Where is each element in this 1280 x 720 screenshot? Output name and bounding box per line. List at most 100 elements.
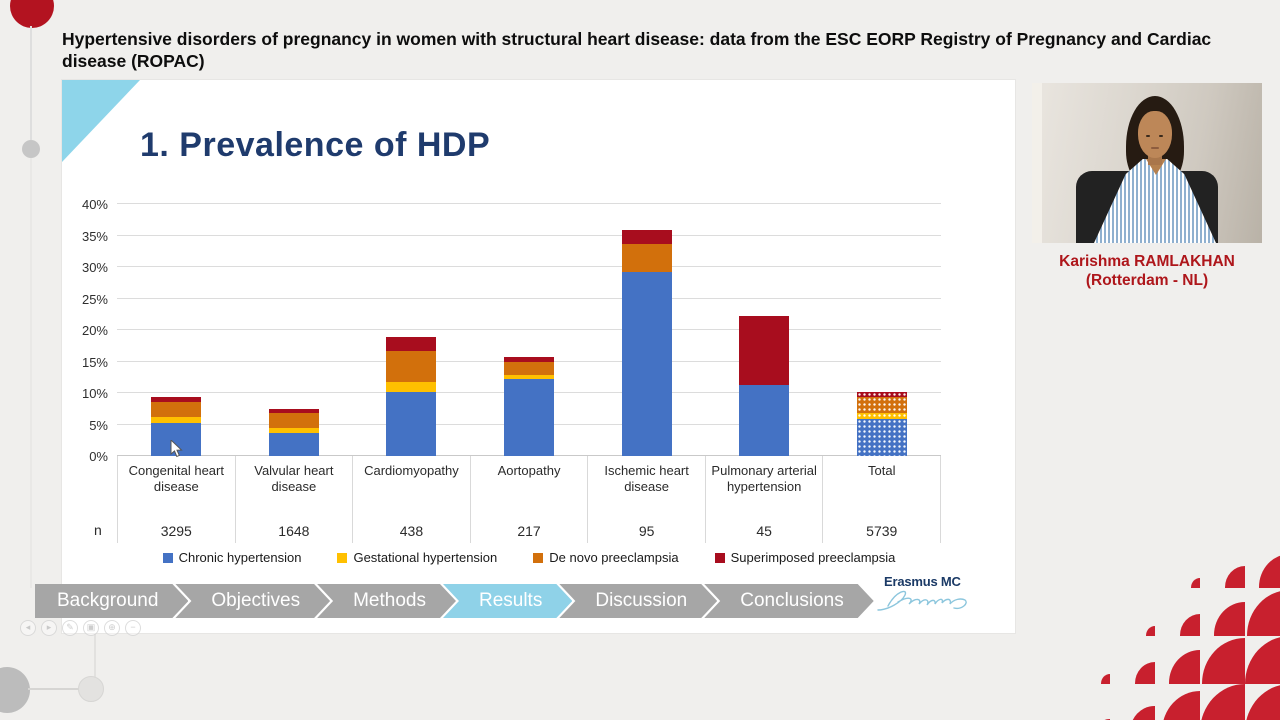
deco-quarter-circle bbox=[1213, 602, 1245, 636]
slide-title: 1. Prevalence of HDP bbox=[140, 126, 491, 164]
next-icon[interactable]: ▸ bbox=[41, 620, 57, 636]
legend-swatch bbox=[162, 552, 173, 563]
timeline-dot bbox=[22, 140, 40, 158]
n-value: 217 bbox=[517, 523, 541, 539]
y-axis-tick-label: 0% bbox=[89, 449, 108, 464]
bar-segment bbox=[504, 379, 554, 456]
legend-item: Superimposed preeclampsia bbox=[714, 550, 896, 565]
erasmus-signature-icon bbox=[877, 590, 967, 611]
bar-segment bbox=[857, 412, 908, 420]
bar-segment bbox=[504, 357, 554, 363]
pen-icon[interactable]: ✎ bbox=[62, 620, 78, 636]
y-axis-tick-label: 10% bbox=[81, 386, 108, 401]
deco-quarter-circle bbox=[1168, 650, 1200, 684]
legend-label: Chronic hypertension bbox=[178, 550, 302, 565]
deco-quarter-circle bbox=[1224, 566, 1245, 588]
category-cell: Total 5739 bbox=[822, 456, 942, 543]
y-axis-tick-label: 15% bbox=[81, 354, 108, 370]
speaker-video[interactable] bbox=[1032, 83, 1262, 243]
legend-swatch bbox=[337, 552, 348, 563]
category-label: Valvular heart disease bbox=[254, 463, 334, 495]
speaker-name-line: Karishma RAMLAKHAN bbox=[1059, 253, 1235, 270]
legend-item: De novo preeclampsia bbox=[533, 550, 679, 565]
timeline-node bbox=[0, 667, 30, 713]
timeline-line bbox=[30, 26, 32, 140]
snapshot-icon[interactable]: ▣ bbox=[83, 620, 99, 636]
bar-segment bbox=[386, 336, 437, 351]
timeline-current-node bbox=[10, 0, 54, 28]
gridline bbox=[117, 266, 941, 267]
deco-quarter-circle bbox=[1200, 684, 1245, 720]
bar-segment bbox=[621, 230, 672, 245]
mouse-cursor-icon bbox=[170, 440, 183, 458]
chart-y-axis: 0% 5% 10% 15% 20% 25% 30% 35% 40% bbox=[62, 197, 112, 464]
category-label: Cardiomyopathy bbox=[364, 463, 459, 478]
speaker-mouth bbox=[1151, 147, 1159, 149]
category-label: Ischemic heart disease bbox=[604, 463, 689, 495]
n-value: 45 bbox=[756, 523, 772, 539]
nav-item-discussion[interactable]: Discussion bbox=[559, 584, 717, 618]
bar-segment bbox=[739, 385, 790, 456]
nav-item-results[interactable]: Results bbox=[443, 584, 572, 618]
category-cell: Congenital heart disease 3295 bbox=[117, 456, 235, 543]
category-label: Aortopathy bbox=[497, 463, 561, 478]
presentation-title: Hypertensive disorders of pregnancy in w… bbox=[62, 29, 1212, 71]
deco-quarter-circle bbox=[1245, 636, 1280, 684]
nav-item-label: Results bbox=[478, 590, 543, 611]
y-axis-tick-label: 25% bbox=[81, 291, 108, 307]
legend-item: Gestational hypertension bbox=[337, 550, 497, 565]
deco-quarter-circle bbox=[1130, 705, 1155, 720]
nav-item-objectives[interactable]: Objectives bbox=[175, 584, 330, 618]
deco-quarter-circle bbox=[1134, 662, 1155, 684]
legend-label: De novo preeclampsia bbox=[549, 550, 679, 565]
nav-item-background[interactable]: Background bbox=[35, 584, 188, 618]
deco-quarter-circle bbox=[1247, 590, 1280, 636]
bar-segment bbox=[268, 427, 319, 433]
prev-icon[interactable]: ◂ bbox=[20, 620, 36, 636]
nav-item-label: Discussion bbox=[595, 590, 688, 611]
bar-segment bbox=[857, 391, 908, 398]
category-label: Total bbox=[868, 463, 896, 478]
bar-segment bbox=[504, 375, 554, 380]
bar-segment bbox=[386, 391, 437, 456]
bar-segment bbox=[386, 382, 437, 392]
category-cell: Pulmonary arterial hypertension 45 bbox=[704, 456, 823, 543]
deco-quarter-circle bbox=[1179, 614, 1200, 636]
gridline bbox=[117, 234, 941, 236]
minimize-icon[interactable]: − bbox=[125, 620, 141, 636]
deco-quarter-circle bbox=[1161, 691, 1200, 720]
bar-segment bbox=[621, 244, 672, 273]
nav-item-label: Objectives bbox=[211, 590, 301, 611]
n-value: 1648 bbox=[278, 523, 310, 539]
nav-item-conclusions[interactable]: Conclusions bbox=[704, 584, 874, 618]
category-cell: Cardiomyopathy 438 bbox=[352, 456, 470, 543]
nav-item-methods[interactable]: Methods bbox=[317, 584, 456, 618]
zoom-icon[interactable]: ⊕ bbox=[104, 620, 120, 636]
bar-segment bbox=[268, 413, 319, 428]
timeline-line bbox=[28, 688, 80, 690]
timeline-line bbox=[30, 158, 32, 588]
category-label: Congenital heart disease bbox=[128, 463, 224, 495]
slide: 1. Prevalence of HDP 0% 5% 10% 15% 20% 25% 30%… bbox=[62, 80, 1015, 633]
bar-segment bbox=[857, 397, 908, 413]
legend-swatch bbox=[533, 552, 544, 563]
annotation-toolbar: ◂ ▸ ✎ ▣ ⊕ − bbox=[20, 620, 141, 636]
chart-legend: Chronic hypertension Gestational hyperten… bbox=[117, 550, 941, 565]
bar-segment bbox=[268, 409, 319, 414]
bar-segment bbox=[739, 316, 790, 386]
speaker-location: (Rotterdam - NL) bbox=[1085, 272, 1209, 289]
legend-swatch bbox=[714, 552, 725, 563]
legend-label: Gestational hypertension bbox=[353, 550, 498, 565]
legend-label: Superimposed preeclampsia bbox=[730, 550, 896, 565]
y-axis-tick-label: 5% bbox=[89, 417, 108, 433]
gridline bbox=[117, 297, 941, 299]
nav-item-label: Conclusions bbox=[740, 590, 844, 611]
deco-quarter-circle bbox=[1191, 578, 1200, 588]
deco-quarter-circle bbox=[1245, 684, 1280, 720]
nav-item-label: Background bbox=[57, 590, 159, 611]
gridline bbox=[117, 329, 941, 330]
speaker-eye bbox=[1146, 135, 1150, 137]
bar-segment bbox=[386, 350, 437, 383]
y-axis-tick-label: 35% bbox=[81, 228, 108, 244]
